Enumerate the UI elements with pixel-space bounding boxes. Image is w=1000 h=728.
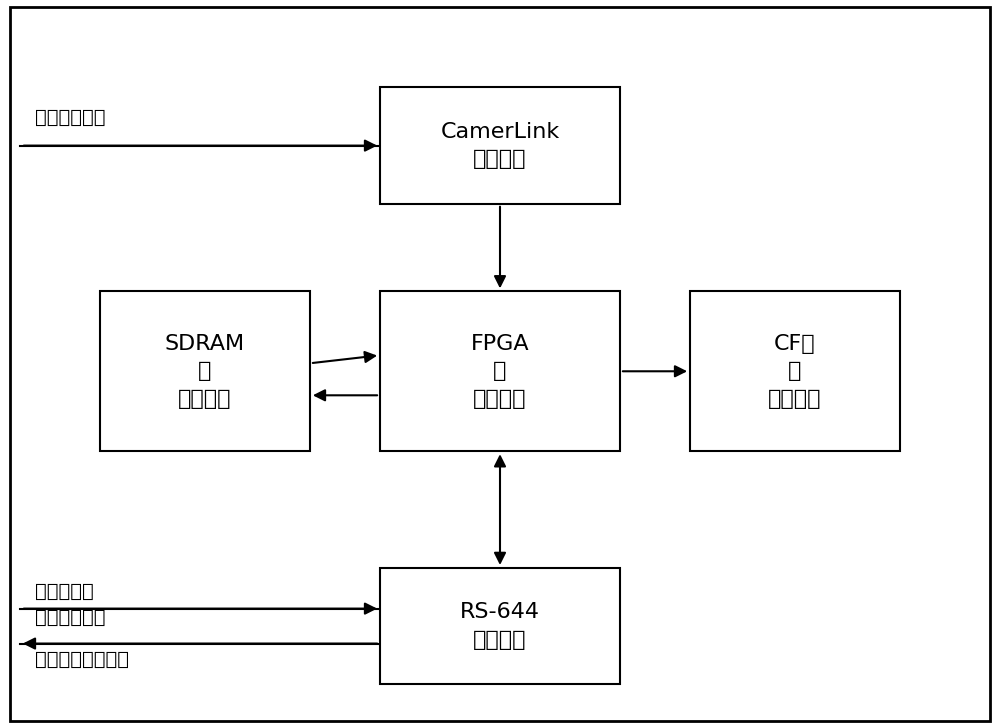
Text: 及: 及 [788,361,802,381]
FancyBboxPatch shape [380,87,620,204]
Text: 及: 及 [493,361,507,381]
Text: 外围电路: 外围电路 [473,389,527,409]
Text: FPGA: FPGA [471,333,529,354]
Text: 接口电路: 接口电路 [473,630,527,650]
Text: CamerLink: CamerLink [440,122,560,142]
FancyBboxPatch shape [100,291,310,451]
Text: 控制指令及: 控制指令及 [35,582,94,601]
Text: SDRAM: SDRAM [165,333,245,354]
Text: 存储电路状态反馈: 存储电路状态反馈 [35,650,129,669]
FancyBboxPatch shape [380,568,620,684]
Text: 接口电路: 接口电路 [473,149,527,170]
Text: RS-644: RS-644 [460,602,540,622]
FancyBboxPatch shape [380,291,620,451]
Text: 及: 及 [198,361,212,381]
Text: 接口电路: 接口电路 [768,389,822,409]
Text: 外围电路: 外围电路 [178,389,232,409]
Text: 飞行辅助数据: 飞行辅助数据 [35,608,106,627]
Text: 图像数据输入: 图像数据输入 [35,108,106,127]
FancyBboxPatch shape [690,291,900,451]
Text: CF卡: CF卡 [774,333,816,354]
